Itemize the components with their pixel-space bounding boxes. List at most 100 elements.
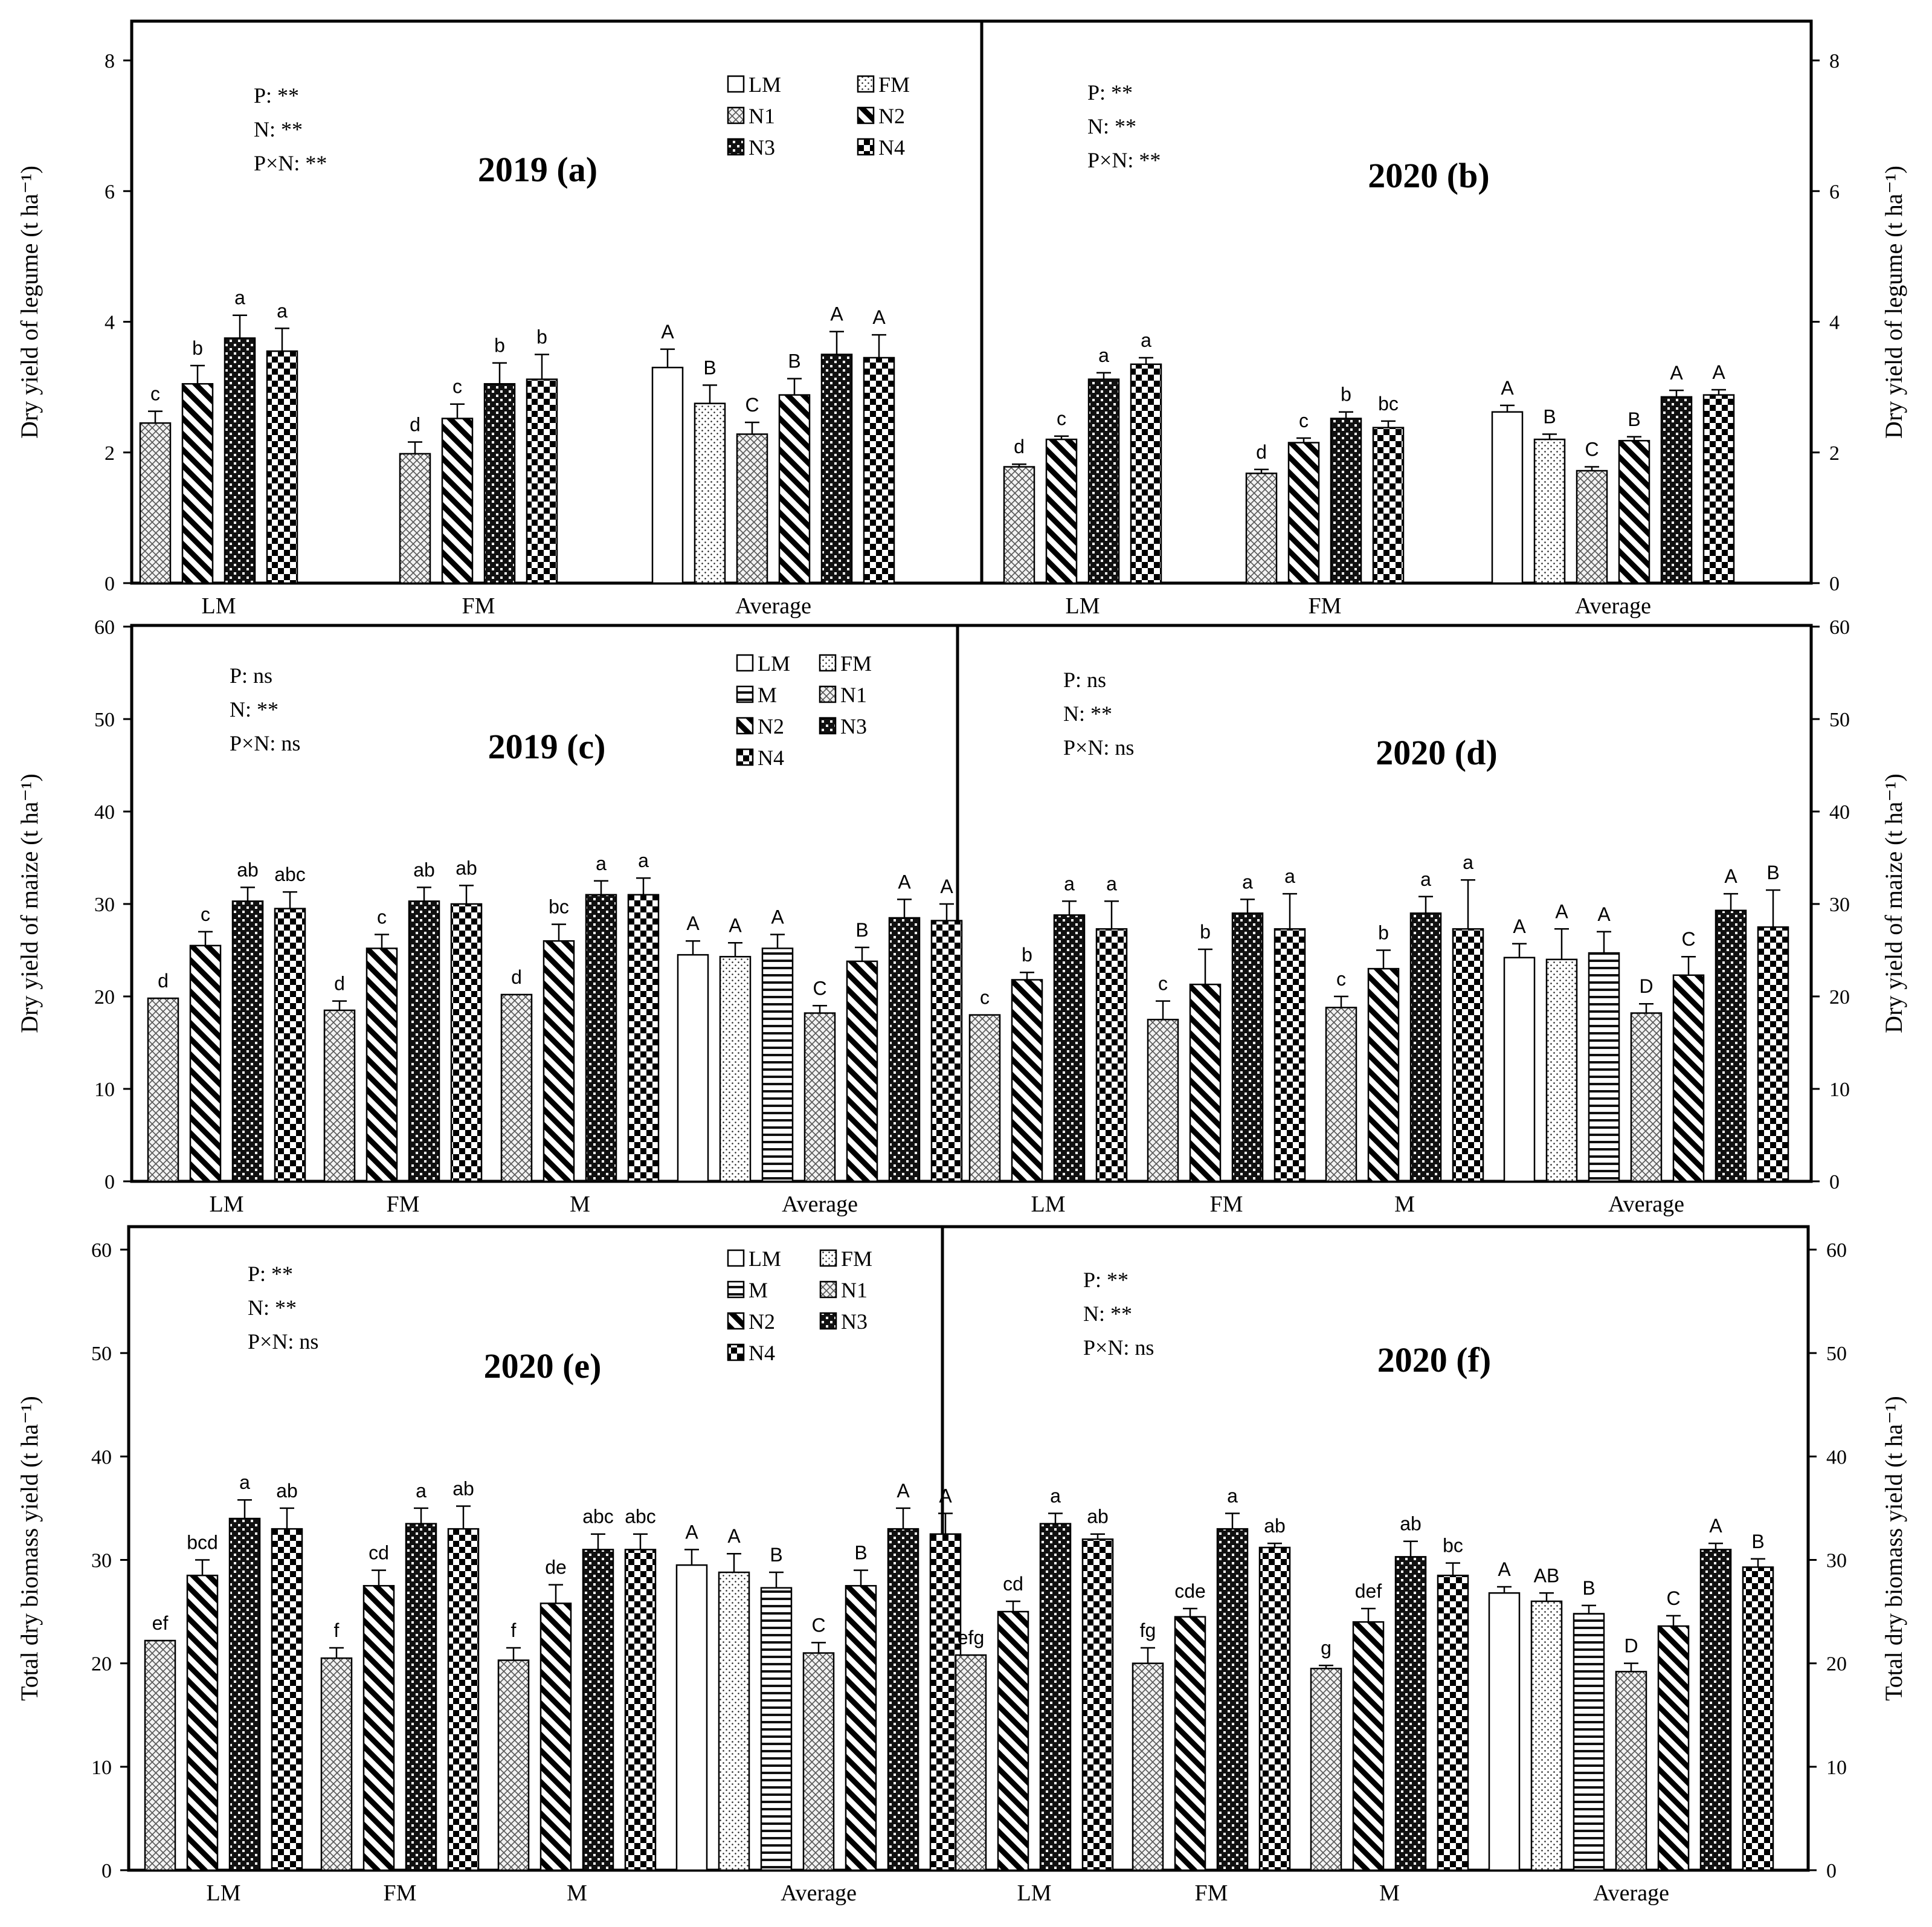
chart-panel-text: 0 10 20 30 40 50 60 Dry yield of maize (t ha⁻¹)… xyxy=(980,616,1907,1217)
bar-N4 xyxy=(1081,1538,1114,1871)
bar-N2 xyxy=(362,1585,395,1871)
significance-letter: d xyxy=(334,973,345,995)
x-group-label: M xyxy=(567,1880,587,1906)
legend-swatch-N2 xyxy=(857,106,875,124)
chart-panel-text: 0 2 4 6 8 Dry yield of legume (t ha⁻¹) d c a a LM d… xyxy=(1014,50,1907,619)
y-tick-label: 60 xyxy=(1826,1239,1847,1262)
stat-annotation: P: ** xyxy=(1087,80,1133,105)
legend-label: N1 xyxy=(841,1278,868,1302)
legend-swatch-N4 xyxy=(727,1343,745,1361)
bar-N2 xyxy=(1618,440,1650,584)
significance-letter: a xyxy=(239,1471,250,1493)
significance-letter: c xyxy=(452,376,462,398)
bar-N2 xyxy=(997,1610,1029,1871)
stat-annotation: P×N: ** xyxy=(254,151,327,175)
bar-N2 xyxy=(1045,438,1078,584)
significance-letter: abc xyxy=(274,863,306,885)
y-tick-label: 20 xyxy=(1826,1653,1847,1676)
bar-N1 xyxy=(139,422,172,584)
plot-layer xyxy=(120,19,1820,1872)
y-tick-label: 50 xyxy=(1826,1343,1847,1365)
stat-annotation: P×N: ns xyxy=(1083,1335,1154,1360)
bar-N3 xyxy=(228,1517,261,1871)
bar-N4 xyxy=(266,350,298,584)
significance-letter: d xyxy=(410,413,420,435)
x-group-label: LM xyxy=(1066,593,1100,619)
significance-letter: B xyxy=(855,919,868,941)
legend-swatch-FM xyxy=(819,654,837,672)
bar-LM xyxy=(1503,957,1536,1183)
legend-label: M xyxy=(758,683,777,707)
legend-swatch-N4 xyxy=(736,748,754,766)
significance-letter: A xyxy=(940,876,953,897)
significance-letter: b xyxy=(536,326,547,348)
chart-panel-text: 0 10 20 30 40 50 60 Dry yield of maize (t ha⁻¹)… xyxy=(16,616,953,1217)
bar-N3 xyxy=(820,353,853,584)
significance-letter: abc xyxy=(582,1506,614,1528)
panel-title: 2020 (b) xyxy=(1368,156,1489,195)
x-group-label: LM xyxy=(1017,1880,1052,1906)
y-axis-label: Dry yield of maize (t ha⁻¹) xyxy=(1880,773,1907,1033)
significance-letter: A xyxy=(1670,362,1683,384)
bar-N3 xyxy=(1053,914,1086,1183)
significance-letter: A xyxy=(729,914,742,936)
significance-letter: ab xyxy=(452,1477,474,1499)
bar-N1 xyxy=(1310,1667,1342,1871)
significance-letter: ab xyxy=(1264,1515,1286,1537)
significance-letter: c xyxy=(150,383,160,405)
x-group-label: Average xyxy=(1593,1880,1669,1906)
y-tick-label: 6 xyxy=(105,181,115,203)
legend-label: N2 xyxy=(749,1309,775,1334)
significance-letter: c xyxy=(1299,410,1309,431)
legend-label: N3 xyxy=(841,1309,868,1334)
bar-N3 xyxy=(1660,396,1693,584)
bar-N2 xyxy=(845,1585,877,1871)
significance-letter: A xyxy=(897,1480,910,1502)
significance-letter: c xyxy=(1336,968,1346,990)
significance-letter: b xyxy=(1200,921,1211,943)
significance-letter: a xyxy=(596,853,607,874)
y-tick-label: 6 xyxy=(1829,181,1840,203)
legend-label: FM xyxy=(878,73,910,97)
bar-N4 xyxy=(1130,363,1162,584)
significance-letter: bcd xyxy=(187,1532,218,1554)
legend-swatch-N2 xyxy=(736,717,754,735)
bar-N3 xyxy=(1330,418,1362,584)
significance-letter: de xyxy=(545,1557,567,1578)
bar-N1 xyxy=(497,1659,530,1871)
bar-N2 xyxy=(1174,1616,1206,1871)
legend-label: N2 xyxy=(758,714,784,738)
bar-N3 xyxy=(224,337,256,584)
significance-letter: c xyxy=(201,903,210,925)
bar-LM xyxy=(1491,411,1524,584)
stat-annotation: N: ** xyxy=(254,117,303,141)
significance-letter: A xyxy=(1555,900,1568,922)
bar-LM xyxy=(675,1564,708,1871)
bar-FM xyxy=(694,402,726,584)
significance-letter: c xyxy=(980,987,990,1009)
panel-title: 2019 (c) xyxy=(488,727,606,766)
bar-N2 xyxy=(181,382,214,584)
significance-letter: B xyxy=(788,350,800,372)
significance-letter: a xyxy=(638,850,649,871)
bar-N3 xyxy=(408,900,440,1183)
significance-letter: ef xyxy=(152,1612,169,1634)
bar-N1 xyxy=(144,1639,176,1871)
bar-N2 xyxy=(846,960,878,1183)
significance-letter: c xyxy=(1057,408,1066,430)
significance-letter: g xyxy=(1321,1637,1331,1659)
x-group-label: Average xyxy=(735,593,811,619)
y-tick-label: 40 xyxy=(91,1446,112,1468)
significance-letter: bc xyxy=(1443,1535,1463,1557)
legend-label: N3 xyxy=(749,135,775,160)
legend-swatch-N3 xyxy=(727,138,745,156)
bar-N2 xyxy=(1367,967,1400,1183)
bar-N3 xyxy=(1087,378,1120,584)
bar-N2 xyxy=(539,1603,572,1871)
bar-N3 xyxy=(1699,1549,1732,1871)
bar-N2 xyxy=(778,394,811,584)
bar-N3 xyxy=(1394,1556,1427,1871)
stat-annotation: P×N: ** xyxy=(1087,148,1161,172)
bar-N4 xyxy=(274,908,306,1183)
legend-swatch-M xyxy=(736,685,754,703)
